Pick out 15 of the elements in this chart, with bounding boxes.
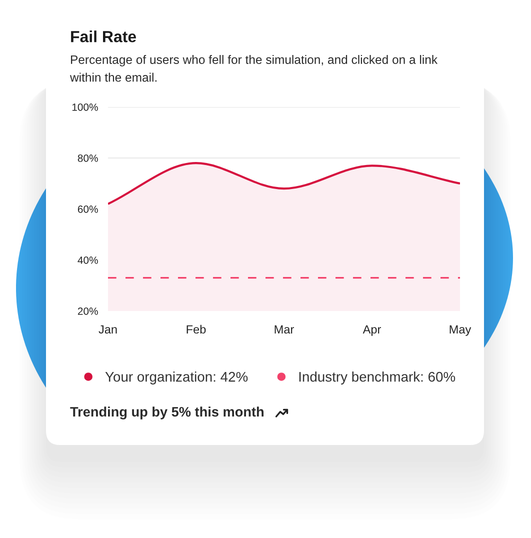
x-tick-label: Apr [362,325,381,336]
x-tick-label: Feb [186,324,206,334]
chart-title: Fail Rate [71,30,136,42]
x-tick-label: Mar [274,325,294,334]
x-tick-label: May [450,325,472,336]
y-tick-label: 100% [72,104,98,111]
legend-label: Your organization: 42% [105,372,248,384]
y-tick-label: 60% [78,206,98,213]
y-tick-label: 80% [78,154,98,162]
chart-subtitle: Percentage of users who fell for the simulation, and clicked on a link within the email. [70,55,438,82]
y-tick-label: 20% [78,308,98,315]
x-tick-label: Jan [98,325,117,334]
y-tick-label: 40% [78,256,98,264]
legend-label: Industry benchmark: 60% [299,372,456,384]
text: Trending up by 5% this month [70,406,264,420]
